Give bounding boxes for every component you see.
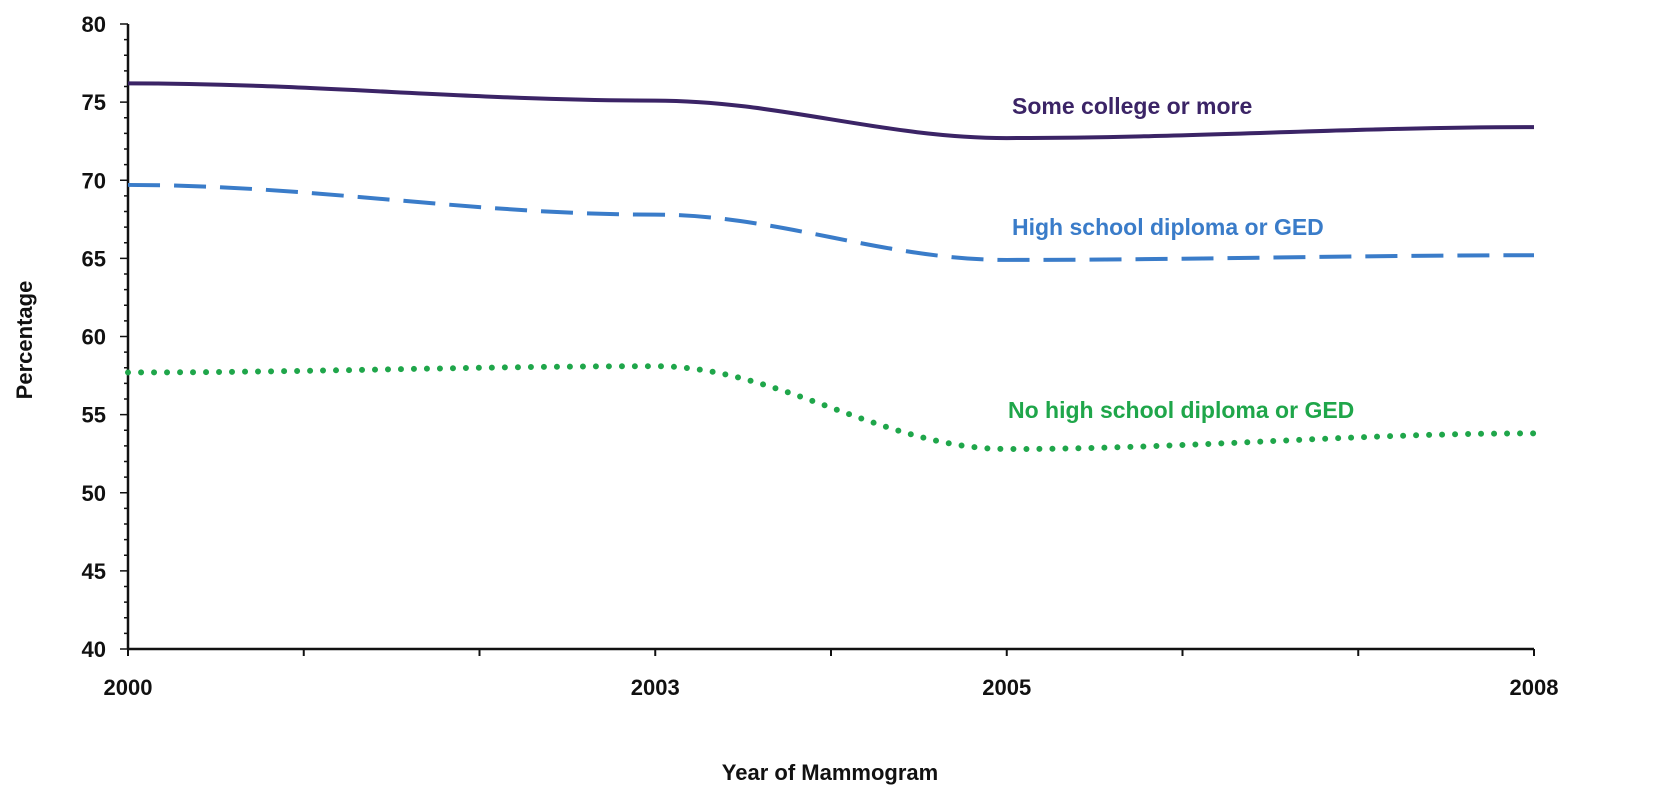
- y-tick-label: 60: [82, 325, 106, 350]
- series-label-1: Some college or more: [1012, 93, 1252, 119]
- axes: 40 45 50 55 60 65 70 75 80 2000 2003 2005 2008: [82, 12, 1559, 700]
- x-tick-label: 2005: [982, 675, 1031, 700]
- x-axis-title: Year of Mammogram: [722, 760, 938, 785]
- x-tick-label: 2000: [104, 675, 153, 700]
- x-tick-label: 2003: [631, 675, 680, 700]
- y-tick-label: 50: [82, 481, 106, 506]
- labels-layer: Some college or more High school diploma …: [1008, 93, 1354, 423]
- y-tick-label: 55: [82, 403, 106, 428]
- series-layer: [125, 81, 1537, 453]
- y-tick-label: 65: [82, 246, 106, 271]
- series-line-2: [127, 182, 1535, 262]
- y-axis-title: Percentage: [12, 281, 37, 400]
- y-tick-label: 45: [82, 559, 106, 584]
- y-tick-label: 75: [82, 90, 106, 115]
- y-tick-label: 70: [82, 168, 106, 193]
- series-line-1: [127, 81, 1535, 141]
- x-tick-label: 2008: [1510, 675, 1559, 700]
- y-tick-label: 80: [82, 12, 106, 37]
- y-tick-label: 40: [82, 637, 106, 662]
- series-label-2: High school diploma or GED: [1012, 214, 1324, 240]
- series-label-3: No high school diploma or GED: [1008, 397, 1354, 423]
